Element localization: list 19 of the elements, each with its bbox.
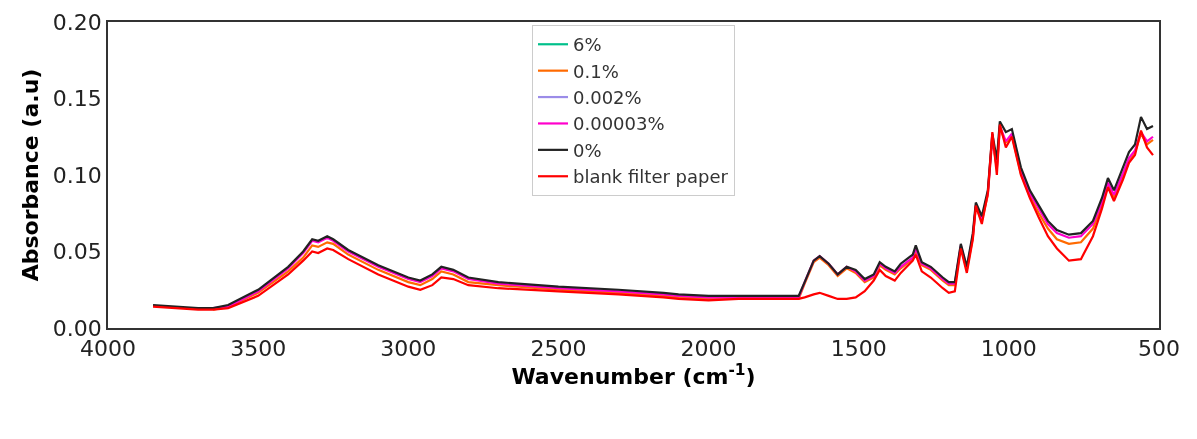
legend-label: 0.002% [573, 87, 642, 109]
legend-label: 0.00003% [573, 113, 665, 135]
y-tick-label: 0.15 [52, 86, 102, 112]
x-tick-label: 1500 [830, 336, 887, 362]
legend-label: 6% [573, 34, 602, 56]
y-tick-label: 0.20 [52, 9, 102, 35]
legend-label: 0.1% [573, 60, 619, 82]
y-tick-label: 0.10 [52, 162, 102, 188]
legend-label: 0% [573, 139, 602, 161]
x-tick-label: 3500 [230, 336, 287, 362]
x-tick-label: 500 [1138, 336, 1180, 362]
x-tick-label: 3000 [380, 336, 437, 362]
y-axis-title: Absorbance (a.u) [18, 68, 44, 282]
legend-label: blank filter paper [573, 166, 729, 188]
x-tick-label: 2500 [530, 336, 587, 362]
x-axis-title: Wavenumber (cm$^{-1}$) [511, 361, 756, 390]
y-tick-label: 0.05 [52, 239, 102, 265]
x-tick-label: 1000 [980, 336, 1037, 362]
x-tick-label: 2000 [680, 336, 737, 362]
